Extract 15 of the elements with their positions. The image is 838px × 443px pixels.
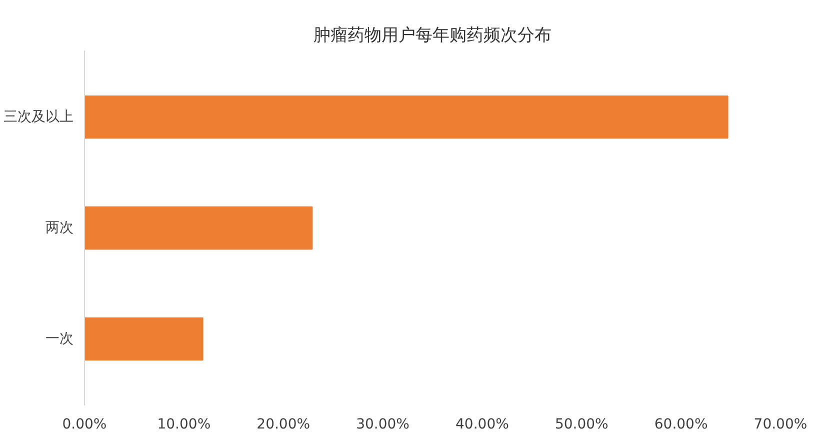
y-tick-label: 一次 bbox=[46, 330, 74, 347]
x-tick-label: 20.00% bbox=[256, 416, 310, 432]
x-tick-label: 30.00% bbox=[356, 416, 410, 432]
x-tick-label: 40.00% bbox=[456, 416, 509, 432]
bar bbox=[84, 95, 728, 139]
y-tick-label: 三次及以上 bbox=[4, 109, 74, 126]
y-tick-label: 两次 bbox=[46, 220, 74, 236]
x-tick-label: 0.00% bbox=[62, 416, 107, 432]
x-tick-label: 50.00% bbox=[554, 416, 608, 432]
x-tick-label: 10.00% bbox=[157, 416, 211, 432]
x-tick-label: 60.00% bbox=[654, 416, 708, 432]
x-tick-label: 70.00% bbox=[754, 416, 808, 432]
chart-title: 肿瘤药物用户每年购药频次分布 bbox=[314, 26, 552, 46]
bar bbox=[84, 206, 313, 250]
bar bbox=[84, 317, 204, 361]
